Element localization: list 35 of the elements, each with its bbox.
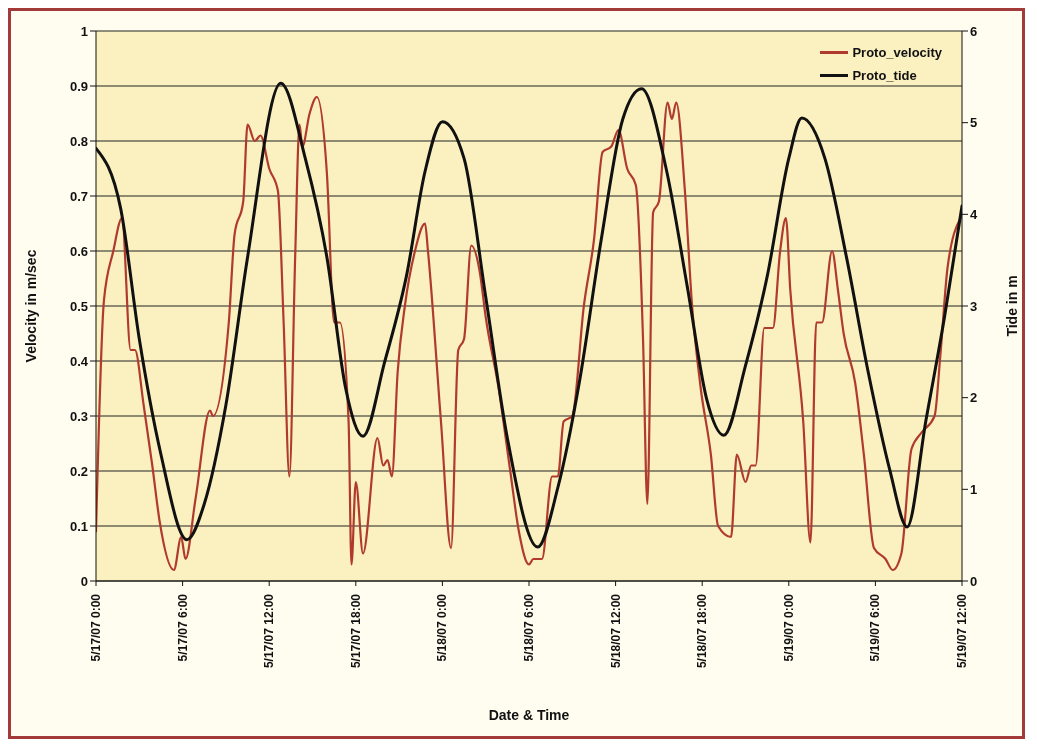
x-tick-label: 5/18/07 6:00 <box>522 593 536 662</box>
x-tick-label: 5/17/07 12:00 <box>262 593 277 669</box>
y2-tick-label: 4 <box>970 206 978 222</box>
y2-tick-label: 0 <box>970 573 978 589</box>
y-tick-label: 0.7 <box>69 188 88 204</box>
legend-label: Proto_tide <box>852 68 917 83</box>
y2-tick-label: 5 <box>970 115 978 131</box>
legend-label: Proto_velocity <box>852 45 942 60</box>
y-tick-label: 1 <box>80 23 88 39</box>
x-tick-label: 5/18/07 12:00 <box>608 593 623 669</box>
y2-tick-label: 2 <box>970 390 978 406</box>
y2-axis-title: Tide in m <box>1003 275 1020 337</box>
y-tick-label: 0.3 <box>69 408 88 424</box>
y2-tick-label: 3 <box>970 298 978 314</box>
y-tick-label: 0.6 <box>69 243 88 259</box>
y-tick-label: 0.8 <box>69 133 88 149</box>
x-axis-title: Date & Time <box>488 707 570 723</box>
y-tick-label: 0.9 <box>69 78 88 94</box>
x-tick-label: 5/17/07 0:00 <box>89 593 103 662</box>
y2-tick-label: 1 <box>970 481 978 497</box>
y-tick-label: 0.2 <box>69 463 88 479</box>
x-tick-label: 5/18/07 0:00 <box>435 593 450 662</box>
y2-tick-label: 6 <box>970 23 978 39</box>
y-tick-label: 0.5 <box>69 298 88 314</box>
page-frame: 5/17/07 0:00 5/17/07 6:00 5/17/07 12:00 5/17/07 18:00 5/18/07 0:00 5/18/07 6:00 5/18/07 12:00 5/18/07 18:00 5/19/07 0:00 5/19/07 6:00 5/19/07 12:00 Date & Time 0 0.1 0.2 0.3 0.4 0.5 0.6 0.7 0.8 0.9 1 Velocity in m/sec 0 1 2 3 4 5 6 Tide in m Proto_velocity Proto_tide <box>8 8 1025 739</box>
y-tick-label: 0.1 <box>69 518 88 534</box>
x-tick-label: 5/19/07 0:00 <box>781 593 796 662</box>
x-tick-label: 5/19/07 6:00 <box>868 593 883 662</box>
x-tick-label: 5/18/07 18:00 <box>695 593 710 669</box>
x-tick-label: 5/17/07 18:00 <box>348 593 363 669</box>
x-tick-label: 5/17/07 6:00 <box>175 593 190 662</box>
y-axis-title: Velocity in m/sec <box>22 249 39 363</box>
y-tick-label: 0.4 <box>69 353 89 369</box>
x-tick-label: 5/19/07 12:00 <box>955 593 969 669</box>
y-tick-label: 0 <box>80 573 88 589</box>
